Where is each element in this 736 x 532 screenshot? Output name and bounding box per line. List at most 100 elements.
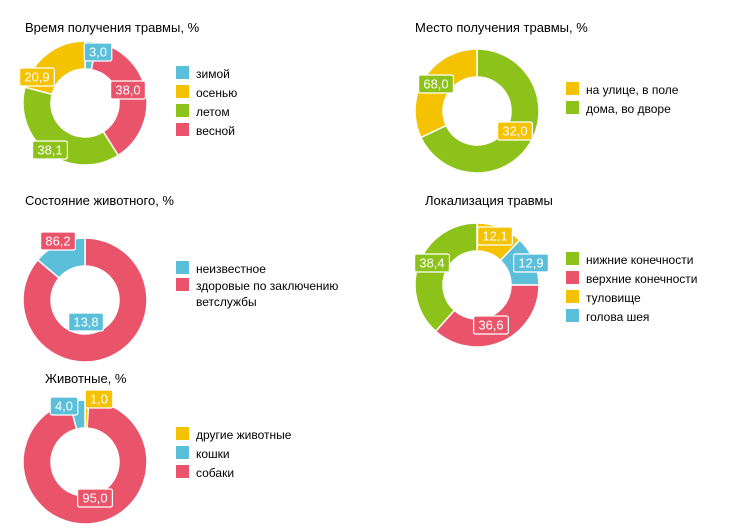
legend-item-летом: летом xyxy=(176,104,230,119)
data-label: 36,6 xyxy=(473,315,510,335)
legend-swatch xyxy=(566,101,579,114)
slice-дома-во-дворе xyxy=(419,48,540,174)
legend-label: неизвестное xyxy=(196,262,266,276)
data-label-box xyxy=(497,121,534,141)
data-label-box xyxy=(19,67,55,87)
data-label: 32,0 xyxy=(497,121,534,141)
data-label-text: 3,0 xyxy=(89,45,107,60)
legend-item-нижние-конечности: нижние конечности xyxy=(566,252,693,267)
slice-здоровые-по-заключению-ветслужбы xyxy=(22,237,148,363)
data-label-box xyxy=(31,140,68,160)
legend-label: другие животные xyxy=(196,428,292,442)
data-label-box xyxy=(76,488,113,508)
slice-верхние-конечности xyxy=(434,284,540,348)
data-label-box xyxy=(477,226,514,246)
data-label-text: 38,1 xyxy=(37,143,62,158)
data-label-text: 38,0 xyxy=(115,83,140,98)
legend-item-туловище: туловище xyxy=(566,290,641,305)
legend-item-зимой: зимой xyxy=(176,66,230,81)
legend-label: зимой xyxy=(196,67,230,81)
data-label: 38,1 xyxy=(31,140,68,160)
data-label-text: 36,6 xyxy=(478,318,503,333)
legend-label: летом xyxy=(196,105,230,119)
data-label: 68,0 xyxy=(418,74,455,94)
data-label: 38,4 xyxy=(414,253,451,273)
data-label-text: 68,0 xyxy=(423,77,448,92)
chart-title: Локализация травмы xyxy=(425,193,553,208)
legend-swatch xyxy=(176,427,189,440)
data-label-text: 95,0 xyxy=(82,491,107,506)
legend-swatch xyxy=(176,465,189,478)
data-label-text: 86,2 xyxy=(45,234,70,249)
legend-label: ветслужбы xyxy=(196,295,257,309)
data-label: 3,0 xyxy=(83,42,113,62)
data-label-box xyxy=(109,80,146,100)
legend-label: собаки xyxy=(196,466,234,480)
data-label: 12,1 xyxy=(477,226,514,246)
legend-label: верхние конечности xyxy=(586,272,698,286)
legend-label: голова шея xyxy=(586,310,649,324)
data-label-box xyxy=(414,253,451,273)
legend-label: нижние конечности xyxy=(586,253,693,267)
legend-item-осенью: осенью xyxy=(176,85,237,100)
legend-swatch xyxy=(566,309,579,322)
legend-label: кошки xyxy=(196,447,230,461)
data-label-box xyxy=(84,389,114,409)
chart-title: Время получения травмы, % xyxy=(25,20,200,35)
legend-item-здоровые-по-заключению-ветслужбы: здоровые по заключению ветслужбы xyxy=(176,278,338,309)
chart-title: Животные, % xyxy=(45,371,127,386)
legend-item-голова-шея: голова шея xyxy=(566,309,649,324)
chart-5: Животные, % 1,0 4,0 95,0 другие животные кошк… xyxy=(22,371,292,525)
data-label: 38,0 xyxy=(109,80,146,100)
legend-swatch xyxy=(176,66,189,79)
legend-swatch xyxy=(566,290,579,303)
legend-label: на улице, в поле xyxy=(586,83,679,97)
legend-swatch xyxy=(176,261,189,274)
data-label-box xyxy=(473,315,510,335)
legend-swatch xyxy=(176,104,189,117)
data-label-box xyxy=(83,42,113,62)
data-label-box xyxy=(39,231,76,251)
data-label: 12,9 xyxy=(512,253,549,273)
data-label: 20,9 xyxy=(19,67,55,87)
legend-label: осенью xyxy=(196,86,237,100)
data-label-text: 38,4 xyxy=(419,256,444,271)
legend-swatch xyxy=(176,446,189,459)
data-label: 86,2 xyxy=(39,231,76,251)
data-label-text: 12,9 xyxy=(518,256,543,271)
legend-label: дома, во дворе xyxy=(586,102,671,116)
data-label-box xyxy=(67,312,104,332)
data-label-text: 20,9 xyxy=(24,70,49,85)
legend-item-весной: весной xyxy=(176,123,235,138)
legend-item-кошки: кошки xyxy=(176,446,230,461)
data-label: 4,0 xyxy=(49,396,79,416)
data-label-box xyxy=(49,396,79,416)
legend-swatch xyxy=(566,252,579,265)
data-label-text: 1,0 xyxy=(90,392,108,407)
data-label-text: 4,0 xyxy=(55,399,73,414)
chart-3: Состояние животного, % 13,8 86,2 неизвестно… xyxy=(22,193,338,363)
legend-label: здоровые по заключению xyxy=(196,279,338,293)
legend-swatch xyxy=(566,271,579,284)
legend-item-другие-животные: другие животные xyxy=(176,427,292,442)
legend-swatch xyxy=(176,278,189,291)
chart-title: Место получения травмы, % xyxy=(415,20,588,35)
chart-4: Локализация травмы 38,4 36,6 12,1 12,9 нижние… xyxy=(414,193,698,348)
data-label-text: 13,8 xyxy=(73,315,98,330)
legend-swatch xyxy=(176,85,189,98)
chart-1: Время получения травмы, % 3,0 20,9 38,1 38,0… xyxy=(19,20,237,166)
legend-item-собаки: собаки xyxy=(176,465,234,480)
data-label-text: 32,0 xyxy=(502,124,527,139)
legend-item-неизвестное: неизвестное xyxy=(176,261,266,276)
legend-label: туловище xyxy=(586,291,641,305)
data-label: 13,8 xyxy=(67,312,104,332)
data-label-box xyxy=(512,253,549,273)
legend-item-дома-во-дворе: дома, во дворе xyxy=(566,101,671,116)
slice-нижние-конечности xyxy=(414,222,478,333)
data-label-box xyxy=(418,74,455,94)
legend-swatch xyxy=(176,123,189,136)
legend-swatch xyxy=(566,82,579,95)
chart-title: Состояние животного, % xyxy=(25,193,174,208)
legend-item-верхние-конечности: верхние конечности xyxy=(566,271,698,286)
